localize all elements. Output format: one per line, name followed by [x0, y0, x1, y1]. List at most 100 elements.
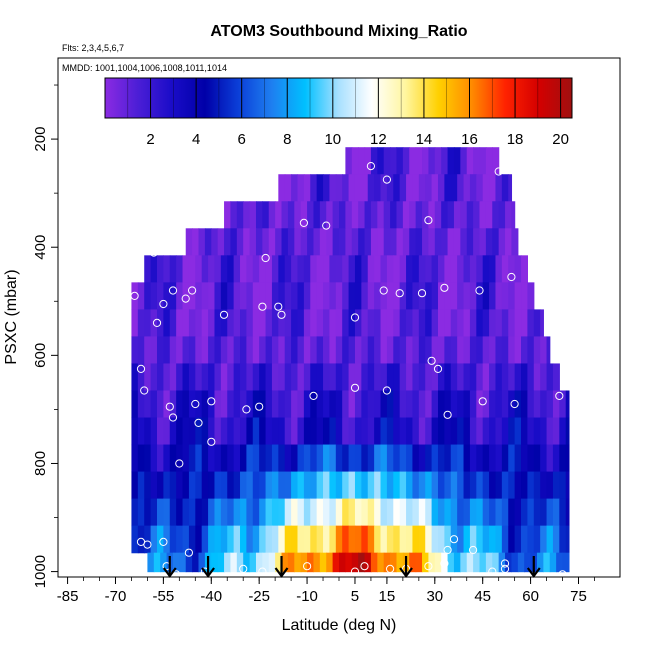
heatmap-cell [169, 255, 177, 283]
heatmap-cell [163, 309, 171, 338]
heatmap-cell [342, 444, 350, 473]
heatmap-cell [406, 282, 414, 310]
heatmap-cell [310, 309, 318, 338]
heatmap-cell [482, 282, 490, 310]
heatmap-cell [255, 228, 263, 256]
heatmap-cell [380, 309, 388, 338]
heatmap-cell [546, 363, 554, 392]
heatmap-cell [335, 363, 343, 392]
sample-point [191, 399, 200, 409]
heatmap-cell [335, 336, 343, 365]
heatmap-cell [345, 201, 353, 229]
heatmap-cell [329, 525, 337, 554]
heatmap-cell [495, 336, 503, 365]
heatmap-cell [153, 552, 161, 573]
heatmap-cell [466, 228, 474, 256]
heatmap-cell [447, 147, 455, 175]
heatmap-cell [192, 228, 200, 256]
heatmap-cell [489, 174, 497, 202]
heatmap-cell [374, 417, 382, 446]
heatmap-cell [240, 282, 247, 310]
heatmap-cell [224, 228, 232, 256]
flight-arrow [162, 556, 177, 578]
heatmap-cell [450, 282, 458, 310]
heatmap-cell [316, 336, 324, 365]
heatmap-cell [463, 471, 471, 500]
sample-point [303, 562, 312, 571]
heatmap-cell [460, 147, 468, 175]
heatmap-cell [511, 552, 519, 573]
heatmap-cell [313, 552, 321, 573]
colorbar-tick-label: 6 [238, 131, 246, 148]
heatmap-cell [386, 417, 394, 446]
heatmap-cell [367, 282, 375, 310]
heatmap-cell [489, 282, 497, 310]
heatmap-cell [252, 363, 260, 392]
heatmap-cell [514, 444, 522, 473]
heatmap-cell [150, 444, 158, 473]
sample-point [500, 564, 510, 574]
heatmap-cell [476, 444, 484, 473]
heatmap-cell [396, 147, 404, 175]
heatmap-cell [441, 228, 449, 256]
heatmap-cell [265, 255, 273, 283]
heatmap-cell [409, 147, 417, 175]
heatmap-cell [476, 471, 484, 500]
heatmap-cell [540, 498, 548, 527]
sample-point [382, 386, 391, 395]
heatmap-cell [137, 498, 145, 527]
heatmap-cell [342, 417, 350, 446]
heatmap-cell [463, 309, 471, 338]
heatmap-cell [498, 201, 506, 229]
heatmap-cell [150, 336, 158, 365]
colorbar-gradient [104, 77, 573, 119]
heatmap-cell [469, 309, 477, 338]
colorbar-tick-label: 20 [552, 131, 569, 148]
heatmap-cell [479, 147, 487, 175]
heatmap-cell [367, 525, 375, 554]
heatmap-cell [323, 417, 331, 446]
heatmap-cell [514, 471, 522, 500]
x-tick-label: 45 [474, 588, 491, 605]
heatmap-cell [265, 390, 273, 419]
heatmap-cell [243, 228, 251, 256]
heatmap-cell [313, 201, 321, 229]
heatmap-cell [255, 201, 263, 229]
sample-point [152, 318, 162, 327]
heatmap-cell [310, 336, 318, 365]
heatmap-cell [508, 336, 516, 365]
heatmap-cell [460, 552, 468, 573]
heatmap-cell [559, 471, 567, 500]
sample-point [258, 302, 267, 311]
heatmap-cell [361, 174, 369, 202]
heatmap-cell [562, 552, 570, 573]
heatmap-cell [361, 336, 369, 365]
sample-point [494, 167, 503, 176]
heatmap-cell [275, 201, 283, 229]
heatmap-cell [492, 147, 500, 175]
heatmap-cell [240, 336, 247, 365]
heatmap-cell [377, 228, 385, 256]
heatmap-cell [463, 525, 471, 554]
heatmap-cell [169, 498, 177, 527]
heatmap-cell [415, 147, 423, 175]
colorbar: 2 4 6 8 10 12 14 16 18 20 [104, 77, 573, 148]
heatmap-cell [246, 498, 254, 527]
heatmap-cell [220, 498, 228, 527]
heatmap-cell [281, 228, 289, 256]
heatmap-cell [508, 282, 516, 310]
heatmap-cell [374, 309, 382, 338]
heatmap-cell [364, 228, 372, 256]
heatmap-cell [169, 309, 177, 338]
heatmap-cell [131, 336, 139, 365]
x-tick-label: -85 [57, 588, 79, 605]
heatmap-cell [271, 498, 279, 527]
heatmap-cell [271, 363, 279, 392]
heatmap-cell [437, 336, 445, 365]
heatmap-cell [482, 471, 490, 500]
heatmap-cell [463, 174, 471, 202]
heatmap-cell [303, 336, 311, 365]
heatmap-cell [463, 282, 471, 310]
heatmap-cell [319, 228, 327, 256]
heatmap-cell [348, 363, 356, 392]
